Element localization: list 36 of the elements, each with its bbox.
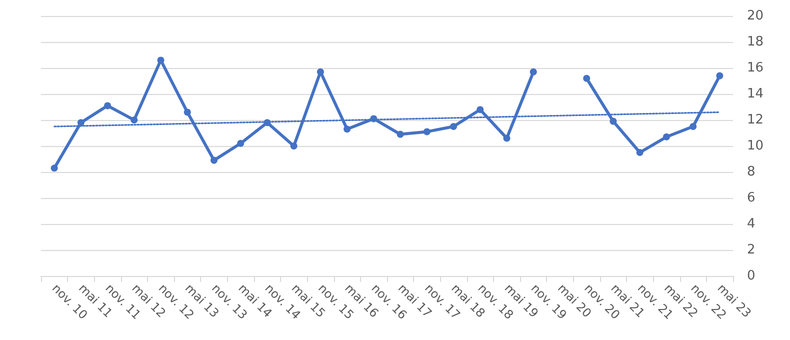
point [344, 126, 351, 133]
point [476, 106, 484, 114]
point [264, 119, 271, 126]
point [290, 142, 298, 150]
point [530, 68, 537, 76]
point [184, 108, 191, 116]
point [130, 116, 138, 124]
point [210, 156, 218, 164]
point [50, 164, 58, 172]
point [396, 130, 404, 138]
point [503, 134, 510, 142]
point [237, 140, 244, 147]
y-tick-label: 16 [747, 60, 764, 76]
point [716, 72, 724, 80]
point [690, 123, 697, 130]
point [636, 149, 644, 156]
point [316, 68, 324, 76]
y-tick-label: 0 [747, 268, 756, 284]
y-tick-label: 4 [747, 216, 756, 232]
point [77, 119, 84, 126]
point [104, 102, 112, 110]
y-tick-label: 14 [747, 86, 764, 102]
point [423, 128, 430, 136]
point [662, 133, 670, 140]
y-tick-label: 18 [747, 34, 764, 50]
y-tick-label: 10 [747, 138, 764, 154]
point [610, 118, 617, 125]
point [370, 115, 378, 122]
point [583, 74, 590, 82]
y-tick-label: 8 [747, 164, 756, 180]
y-tick-label: 2 [747, 242, 756, 258]
point [450, 123, 458, 130]
point [157, 56, 164, 64]
y-tick-label: 12 [747, 112, 764, 128]
y-tick-label: 20 [747, 8, 764, 24]
y-tick-label: 6 [747, 190, 756, 206]
